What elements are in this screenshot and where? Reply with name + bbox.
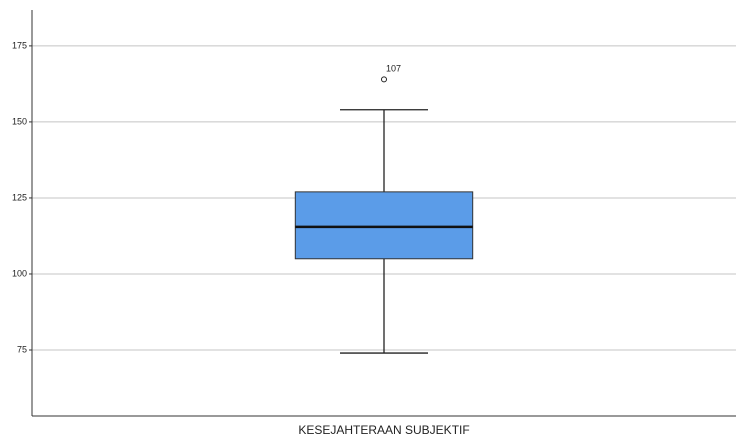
y-tick-label: 125 bbox=[12, 192, 27, 202]
y-tick-label: 100 bbox=[12, 268, 27, 278]
outlier bbox=[381, 76, 387, 83]
y-tick-label: 175 bbox=[12, 40, 27, 50]
y-tick-label: 150 bbox=[12, 116, 27, 126]
x-tick-label: KESEJAHTERAAN SUBJEKTIF bbox=[298, 423, 469, 437]
outlier-label: 107 bbox=[386, 64, 401, 74]
y-tick-label: 75 bbox=[17, 344, 27, 354]
box bbox=[294, 191, 474, 260]
